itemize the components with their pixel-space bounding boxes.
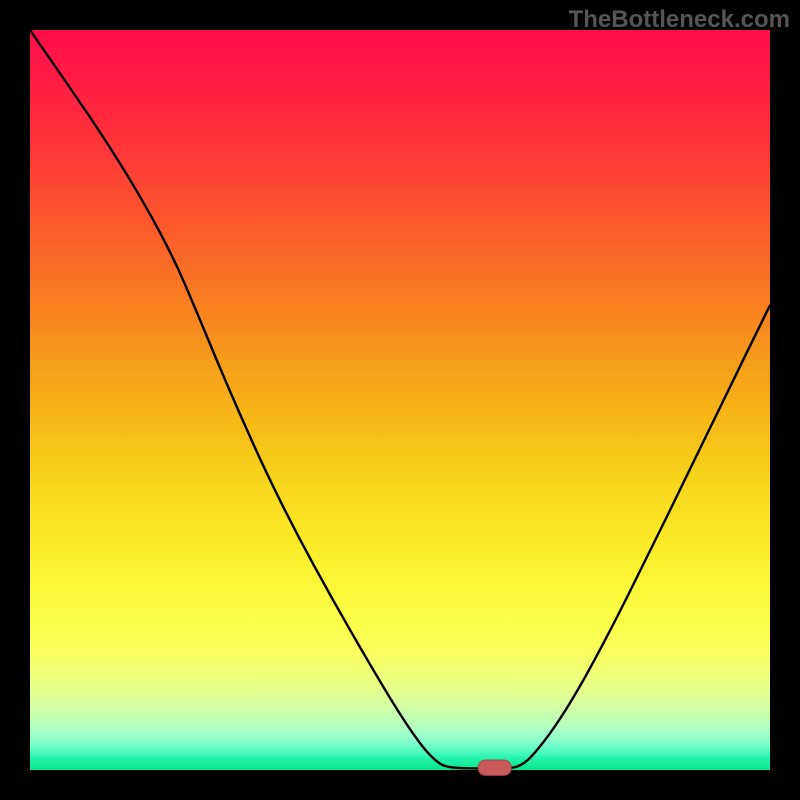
chart-container: TheBottleneck.com: [0, 0, 800, 800]
plot-area: [30, 30, 770, 770]
watermark-text: TheBottleneck.com: [569, 6, 790, 34]
bottleneck-chart: [0, 0, 800, 800]
optimum-marker: [478, 760, 511, 776]
